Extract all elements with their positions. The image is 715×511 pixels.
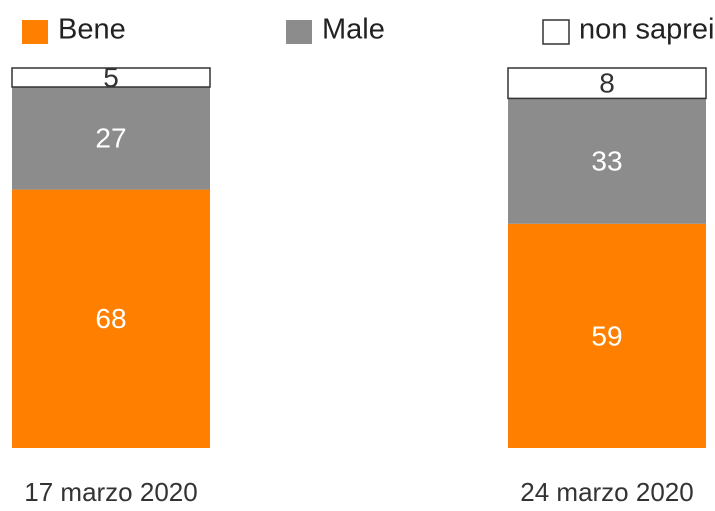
legend-swatch [22,20,48,44]
data-label: 5 [103,62,119,93]
legend-label: non saprei [579,14,714,46]
data-label: 33 [591,145,622,176]
bar-segment [12,87,210,190]
legend-label: Bene [58,14,126,46]
legend-swatch [286,20,312,44]
bar-segment [12,189,210,448]
x-tick-label: 24 marzo 2020 [520,477,693,507]
bar-segment [11,67,211,88]
legend-label: Male [322,14,385,46]
bar-segment [508,98,706,224]
data-label: 27 [95,123,126,154]
data-label: 59 [591,320,622,351]
bar-segment [508,223,706,448]
data-label: 8 [599,68,615,99]
bar-segment [507,67,707,100]
legend-swatch [542,19,570,45]
x-tick-label: 17 marzo 2020 [24,477,197,507]
data-label: 68 [95,303,126,334]
